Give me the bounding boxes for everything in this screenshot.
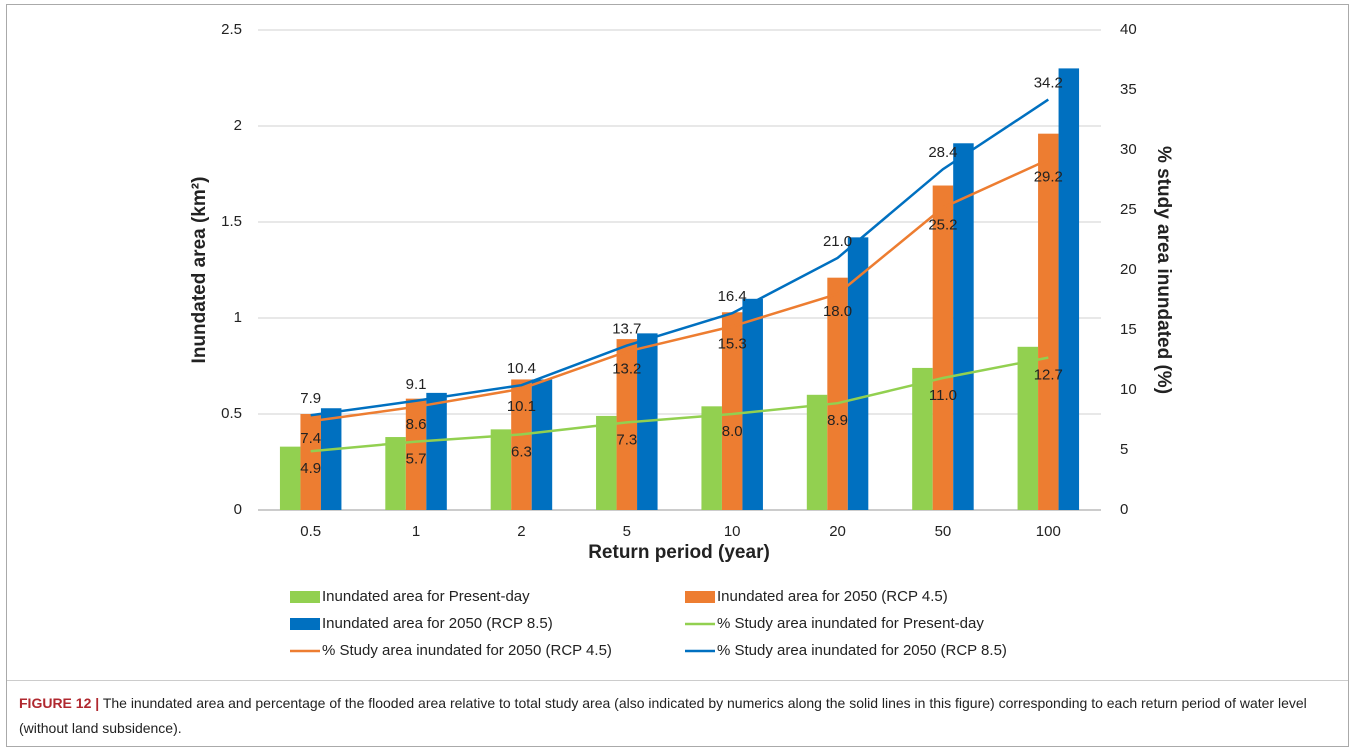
caption-label: FIGURE 12 | (19, 695, 100, 711)
bar (320, 408, 342, 510)
bar (511, 379, 532, 510)
data-label: 4.9 (300, 460, 321, 477)
line (310, 158, 1049, 423)
data-label: 7.3 (616, 431, 637, 448)
data-label: 8.0 (722, 423, 743, 440)
line (310, 98, 1049, 417)
y-tick-label: 0 (234, 501, 242, 518)
bar (300, 414, 321, 510)
x-tick-label: 1 (412, 523, 420, 540)
caption: FIGURE 12 | The inundated area and perce… (7, 680, 1348, 746)
bar (932, 185, 954, 510)
bar (721, 312, 743, 510)
caption-text: The inundated area and percentage of the… (19, 695, 1307, 736)
y-tick-label: 0.5 (221, 405, 242, 422)
data-label: 34.2 (1034, 75, 1063, 92)
legend-label: % Study area inundated for 2050 (RCP 4.5… (322, 642, 612, 659)
bar (596, 415, 617, 510)
x-tick-label: 2 (517, 523, 525, 540)
y-axis-title: Inundated area (km²) (189, 177, 210, 364)
bar (531, 379, 553, 510)
y-tick-label: 2.5 (221, 21, 242, 38)
data-label: 29.2 (1034, 169, 1063, 186)
y2-tick-label: 5 (1120, 441, 1128, 458)
y2-tick-label: 30 (1120, 141, 1137, 158)
data-label: 12.7 (1034, 367, 1063, 384)
data-label: 5.7 (406, 451, 427, 468)
legend-label: Inundated area for 2050 (RCP 4.5) (717, 588, 948, 605)
data-label: 21.0 (823, 233, 852, 250)
bar (1058, 68, 1080, 511)
data-label: 13.7 (612, 321, 641, 338)
legend-swatch (290, 591, 320, 603)
bar (701, 406, 722, 510)
legend-label: Inundated area for 2050 (RCP 8.5) (322, 615, 553, 632)
x-tick-label: 20 (829, 523, 846, 540)
bar (616, 339, 638, 510)
data-label: 6.3 (511, 443, 532, 460)
bar (1017, 346, 1039, 510)
line (310, 356, 1049, 453)
data-label: 8.9 (827, 412, 848, 429)
y-tick-label: 1 (234, 309, 242, 326)
data-label: 9.1 (406, 376, 427, 393)
bar (426, 392, 447, 510)
data-label: 7.9 (300, 390, 321, 407)
x-tick-label: 10 (724, 523, 741, 540)
x-tick-label: 5 (623, 523, 631, 540)
data-label: 7.4 (300, 430, 321, 447)
bar (742, 298, 763, 510)
x-tick-label: 50 (935, 523, 952, 540)
legend-label: Inundated area for Present-day (322, 588, 530, 605)
y2-axis-title: % study area inundated (%) (1153, 146, 1174, 394)
y2-tick-label: 25 (1120, 201, 1137, 218)
bar (279, 446, 301, 510)
y2-tick-label: 0 (1120, 501, 1128, 518)
data-label: 16.4 (718, 288, 747, 305)
y2-tick-label: 15 (1120, 321, 1137, 338)
bar (912, 367, 933, 510)
y-tick-label: 2 (234, 117, 242, 134)
data-label: 10.4 (507, 360, 536, 377)
y2-tick-label: 35 (1120, 81, 1137, 98)
bar (847, 237, 869, 511)
legend-swatch (290, 618, 320, 630)
data-label: 25.2 (928, 217, 957, 234)
data-label: 18.0 (823, 303, 852, 320)
bar (953, 143, 974, 510)
y2-tick-label: 10 (1120, 381, 1137, 398)
y2-tick-label: 20 (1120, 261, 1137, 278)
legend-label: % Study area inundated for Present-day (717, 615, 984, 632)
chart: Inundated area (km²) % study area inunda… (189, 21, 1174, 659)
data-label: 11.0 (929, 387, 957, 404)
x-tick-label: 100 (1036, 523, 1061, 540)
figure-frame (6, 4, 1349, 747)
data-label: 8.6 (406, 416, 427, 433)
bar (405, 398, 427, 510)
legend-label: % Study area inundated for 2050 (RCP 8.5… (717, 642, 1007, 659)
legend-swatch (685, 591, 715, 603)
data-label: 28.4 (928, 144, 957, 161)
bar (1038, 133, 1059, 510)
x-tick-label: 0.5 (300, 523, 321, 540)
x-axis-title: Return period (year) (588, 542, 770, 563)
data-label: 10.1 (507, 398, 536, 415)
data-label: 15.3 (718, 335, 747, 352)
bar (806, 394, 828, 510)
y-tick-label: 1.5 (221, 213, 242, 230)
data-label: 13.2 (612, 361, 641, 378)
bar (385, 437, 406, 510)
bar (490, 429, 512, 510)
y2-tick-label: 40 (1120, 21, 1137, 38)
bar (827, 277, 848, 510)
